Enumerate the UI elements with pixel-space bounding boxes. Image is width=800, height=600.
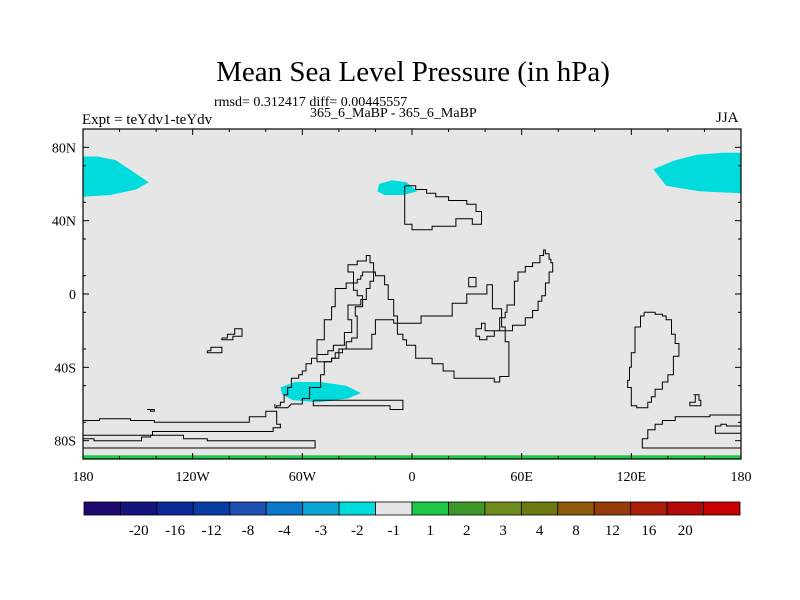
arctic-west-patch	[83, 156, 149, 197]
colorbar-label: -4	[278, 523, 291, 539]
y-tick-label: 40N	[52, 215, 76, 230]
y-tick-label: 80S	[54, 435, 76, 450]
x-tick-label: 120W	[176, 470, 211, 485]
colorbar-label: 16	[641, 523, 657, 539]
plot-background	[83, 129, 741, 459]
colorbar-swatch	[156, 501, 194, 516]
colorbar-swatch	[411, 501, 449, 516]
colorbar-label: -8	[242, 523, 255, 539]
experiment-label: Expt = teYdv1-teYdv	[82, 112, 213, 128]
coastline	[206, 346, 223, 354]
colorbar-swatch	[557, 501, 595, 516]
colorbar-label: -1	[388, 523, 401, 539]
colorbar-label: -2	[351, 523, 364, 539]
colorbar-label: 4	[536, 523, 544, 539]
colorbar-label: 2	[463, 523, 471, 539]
colorbar-swatch	[630, 501, 668, 516]
coastline	[468, 277, 477, 288]
colorbar-swatch	[229, 501, 267, 516]
colorbar-swatch	[703, 501, 741, 516]
coastline	[147, 409, 155, 412]
colorbar-label: 3	[499, 523, 507, 539]
runs-subtitle: 365_6_MaBP - 365_6_MaBP	[310, 106, 477, 121]
coastline	[83, 410, 281, 436]
colorbar-swatch	[593, 501, 632, 516]
colorbar-label: -3	[315, 523, 328, 539]
chart-title: Mean Sea Level Pressure (in hPa)	[216, 56, 610, 88]
x-tick-label: 0	[409, 470, 416, 485]
colorbar-swatch	[484, 501, 522, 516]
coastline	[312, 399, 404, 410]
coastline	[641, 414, 741, 449]
colorbar-label: 12	[605, 523, 620, 539]
colorbar-swatch	[302, 501, 340, 516]
colorbar-swatch	[83, 501, 121, 516]
south-atlantic-patch	[280, 382, 361, 403]
plot-area	[83, 152, 741, 459]
colorbar-label: 8	[572, 523, 580, 539]
colorbar-swatch	[520, 501, 559, 516]
colorbar-swatch	[338, 501, 376, 516]
arctic-east-patch	[653, 152, 741, 194]
coastline	[714, 423, 741, 434]
coastline	[404, 185, 482, 231]
colorbar-swatch	[192, 501, 231, 516]
season-label: JJA	[716, 110, 739, 126]
x-tick-label: 180	[731, 470, 752, 485]
colorbar-swatch	[448, 501, 486, 516]
y-tick-label: 0	[69, 288, 76, 303]
stats-subtitle: rmsd= 0.312417 diff= 0.00445557	[214, 95, 408, 110]
colorbar-label: -20	[129, 523, 149, 539]
coastline	[83, 434, 316, 449]
coastline	[627, 311, 680, 409]
colorbar-swatch	[120, 501, 158, 516]
x-tick-label: 60W	[289, 470, 317, 485]
x-tick-label: 120E	[617, 470, 647, 485]
coastline	[475, 249, 554, 341]
colorbar-swatch	[666, 501, 704, 516]
north-atlantic-patch	[377, 180, 418, 195]
colorbar-label: 1	[426, 523, 434, 539]
y-tick-label: 40S	[54, 361, 76, 376]
coastline	[689, 394, 702, 407]
colorbar-swatch	[375, 501, 413, 516]
x-tick-label: 180	[73, 470, 94, 485]
coastline	[221, 328, 243, 341]
colorbar-label: -16	[165, 523, 185, 539]
coastline	[274, 255, 375, 409]
colorbar-swatch	[265, 501, 304, 516]
x-tick-label: 60E	[510, 470, 533, 485]
colorbar-label: 20	[678, 523, 693, 539]
colorbar-label: -12	[202, 523, 222, 539]
y-tick-label: 80N	[52, 141, 76, 156]
